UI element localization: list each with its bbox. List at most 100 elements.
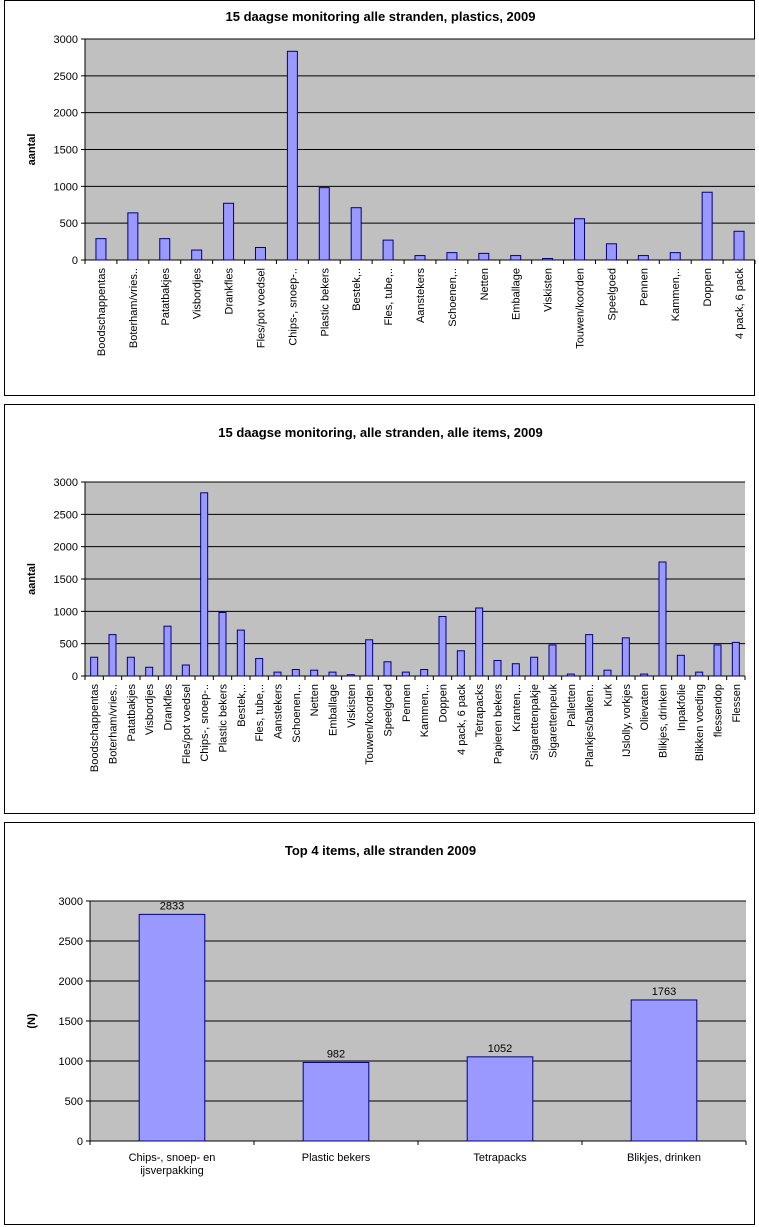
x-tick-label: Speelgoed: [606, 268, 618, 321]
bar: [658, 561, 667, 677]
x-tick-label: Kammen,..: [670, 268, 682, 321]
x-tick-label: Boterham/vries..: [108, 684, 120, 764]
y-axis-label: (N): [26, 1013, 38, 1029]
bar: [401, 671, 410, 677]
bar: [603, 669, 612, 677]
x-tick-label: Olievaten: [639, 684, 651, 730]
x-tick-label: Fles/pot voedsel: [255, 268, 267, 348]
bar: [621, 637, 630, 677]
bar: [382, 239, 394, 261]
data-label: 1763: [652, 986, 676, 998]
bar: [310, 669, 319, 677]
x-tick-label: Doppen: [702, 268, 714, 307]
y-axis-label: aantal: [26, 134, 38, 166]
x-tick-label: Viskisten: [346, 684, 358, 728]
chart-panel-plastics: 15 daagse monitoring alle stranden, plas…: [4, 0, 756, 396]
x-tick-label: Emballage: [511, 268, 523, 320]
x-tick-label: Tetrapacks: [473, 1152, 527, 1164]
y-tick-label: 500: [60, 218, 78, 230]
y-axis-label: aantal: [26, 563, 38, 595]
x-tick-label: Netten: [479, 268, 491, 300]
x-tick-label: Schoenen,..: [447, 268, 459, 327]
x-tick-label: Touwen/koorden: [575, 268, 587, 349]
bar: [475, 607, 484, 677]
x-tick-label: Boodschappentas: [89, 684, 101, 773]
x-tick-label: Speelgoed: [383, 684, 395, 737]
bar: [346, 674, 355, 677]
bar: [159, 238, 171, 261]
x-tick-label: Fles/pot voedsel: [181, 684, 193, 764]
y-tick-label: 0: [72, 671, 78, 683]
chart-panel-all-items: 15 daagse monitoring, alle stranden, all…: [4, 404, 755, 814]
data-label: 2833: [160, 900, 184, 912]
x-tick-label: Netten: [309, 684, 321, 716]
x-tick-label: Bestek,..: [236, 684, 248, 727]
bar: [548, 644, 557, 677]
bar: [181, 664, 190, 677]
x-tick-label: Boterham/vries..: [128, 268, 140, 348]
x-tick-label: Plastic bekers: [302, 1152, 371, 1164]
bar: [90, 656, 99, 677]
y-tick-label: 2500: [59, 936, 83, 948]
x-tick-label: Patatbakjes: [160, 268, 172, 326]
bar: [478, 252, 490, 261]
bar: [108, 634, 117, 677]
x-tick-label: Drankfles: [163, 684, 175, 731]
y-tick-label: 1500: [59, 1016, 83, 1028]
x-tick-label: Touwen/koorden: [364, 684, 376, 765]
x-tick-label: Aanstekers: [415, 268, 427, 324]
x-tick-label: Plankjes/balken..: [584, 684, 596, 767]
bar: [328, 671, 337, 677]
x-tick-label: Chips-, snoep-..: [199, 684, 211, 762]
bar: [138, 913, 206, 1142]
bar: [566, 673, 575, 677]
bar: [200, 492, 209, 677]
x-tick-label: Drankfles: [224, 268, 236, 315]
x-tick-label: Palletten: [566, 684, 578, 727]
y-tick-label: 1000: [54, 606, 78, 618]
bar: [127, 212, 139, 261]
x-tick-label: 4 pack, 6 pack: [456, 684, 468, 755]
chart-title: 15 daagse monitoring, alle stranden, all…: [218, 425, 542, 440]
bar: [145, 666, 154, 677]
x-tick-label: Inpakfolie: [676, 684, 688, 731]
bar: [302, 1061, 370, 1142]
bar: [446, 252, 458, 261]
y-tick-label: 3000: [54, 477, 78, 489]
bar: [637, 255, 649, 261]
x-tick-label: Blikken voeding: [694, 684, 706, 761]
x-tick-label: Sigarettenpakje: [529, 684, 541, 760]
x-tick-label: Plastic bekers: [319, 268, 331, 337]
chart-all-items: 15 daagse monitoring, alle stranden, all…: [26, 425, 746, 773]
y-tick-label: 500: [60, 639, 78, 651]
bar: [574, 218, 586, 261]
bar: [318, 187, 330, 261]
x-tick-label: Flessen: [731, 684, 743, 723]
x-tick-label: Kammen,..: [419, 684, 431, 737]
bar: [466, 1056, 534, 1142]
bar: [669, 252, 681, 261]
x-tick-label: Kurk: [603, 684, 615, 707]
chart-title: Top 4 items, alle stranden 2009: [285, 843, 476, 858]
bar: [414, 255, 426, 261]
bar: [731, 641, 740, 677]
bar: [640, 673, 649, 677]
bar: [493, 659, 502, 677]
chart-plastics: 15 daagse monitoring alle stranden, plas…: [26, 9, 756, 356]
bar: [286, 50, 298, 261]
y-tick-label: 1000: [59, 1056, 83, 1068]
y-tick-label: 2500: [54, 71, 78, 83]
bar: [695, 671, 704, 677]
y-tick-label: 0: [72, 255, 78, 267]
bar: [676, 654, 685, 677]
x-tick-label: Plastic bekers: [218, 684, 230, 753]
bar: [510, 255, 522, 261]
x-tick-label: Tetrapacks: [474, 684, 486, 738]
y-tick-label: 1000: [54, 181, 78, 193]
y-tick-label: 2000: [54, 108, 78, 120]
bar: [291, 669, 300, 677]
bar: [383, 661, 392, 677]
bar: [733, 230, 745, 261]
bar: [273, 671, 282, 677]
y-tick-label: 2000: [59, 976, 83, 988]
